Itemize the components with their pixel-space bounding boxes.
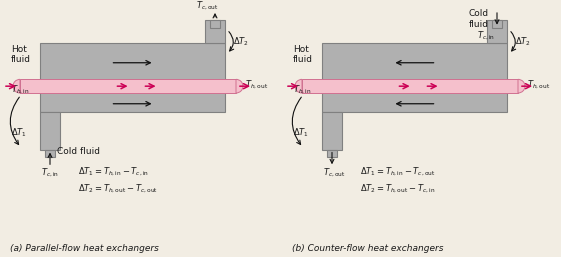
Text: $T_{h,\mathrm{in}}$: $T_{h,\mathrm{in}}$ (293, 83, 312, 96)
Text: $T_{c,\mathrm{out}}$: $T_{c,\mathrm{out}}$ (196, 0, 219, 12)
Bar (302, 79, 518, 93)
Text: $\Delta T_2 = T_{h,\mathrm{out}} - T_{c,\mathrm{out}}$: $\Delta T_2 = T_{h,\mathrm{out}} - T_{c,… (78, 182, 158, 195)
Text: fluid: fluid (469, 20, 489, 29)
Wedge shape (236, 79, 243, 93)
Wedge shape (13, 79, 20, 93)
Text: fluid: fluid (11, 55, 31, 64)
Text: Hot: Hot (11, 44, 27, 53)
Wedge shape (295, 79, 302, 93)
Text: $T_{c,\mathrm{in}}$: $T_{c,\mathrm{in}}$ (41, 167, 59, 179)
Bar (487, 20, 507, 43)
Bar (205, 20, 225, 43)
Text: Cold fluid: Cold fluid (57, 147, 100, 156)
Bar (20, 79, 236, 93)
Text: $\Delta T_1 = T_{h,\mathrm{in}} - T_{c,\mathrm{in}}$: $\Delta T_1 = T_{h,\mathrm{in}} - T_{c,\… (78, 166, 149, 178)
Bar (40, 112, 60, 150)
Text: $\Delta T_2 = T_{h,\mathrm{out}} - T_{c,\mathrm{in}}$: $\Delta T_2 = T_{h,\mathrm{out}} - T_{c,… (360, 182, 435, 195)
Bar (210, 20, 220, 27)
Text: Cold: Cold (469, 10, 489, 19)
Text: $T_{h,\mathrm{out}}$: $T_{h,\mathrm{out}}$ (527, 79, 550, 91)
Text: (a) Parallel-flow heat exchangers: (a) Parallel-flow heat exchangers (10, 244, 159, 253)
Text: $\Delta T_2$: $\Delta T_2$ (233, 35, 249, 48)
Text: $\Delta T_1$: $\Delta T_1$ (11, 127, 27, 139)
Text: fluid: fluid (293, 55, 313, 64)
Bar (322, 112, 342, 150)
Bar (322, 43, 507, 112)
Text: $\Delta T_2$: $\Delta T_2$ (515, 35, 531, 48)
Text: Hot: Hot (293, 44, 309, 53)
Text: $T_{h,\mathrm{out}}$: $T_{h,\mathrm{out}}$ (245, 79, 268, 91)
Text: $T_{h,\mathrm{in}}$: $T_{h,\mathrm{in}}$ (11, 83, 30, 96)
Text: (b) Counter-flow heat exchangers: (b) Counter-flow heat exchangers (292, 244, 444, 253)
Bar (327, 150, 337, 158)
Text: $\Delta T_1 = T_{h,\mathrm{in}} - T_{c,\mathrm{out}}$: $\Delta T_1 = T_{h,\mathrm{in}} - T_{c,\… (360, 166, 435, 178)
Text: $\Delta T_1$: $\Delta T_1$ (293, 127, 309, 139)
Bar (492, 20, 502, 27)
Bar (45, 150, 55, 158)
Bar (40, 43, 225, 112)
Text: $T_{c,\mathrm{in}}$: $T_{c,\mathrm{in}}$ (477, 29, 495, 42)
Wedge shape (518, 79, 525, 93)
Text: $T_{c,\mathrm{out}}$: $T_{c,\mathrm{out}}$ (323, 167, 346, 179)
